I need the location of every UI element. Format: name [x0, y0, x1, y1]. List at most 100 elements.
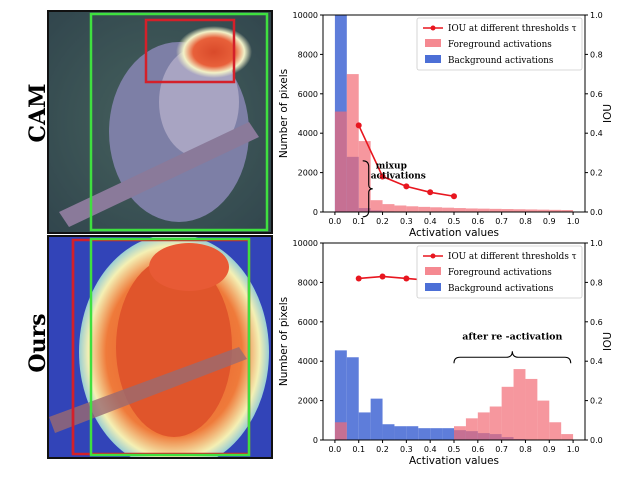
reactivation-brace — [453, 351, 572, 364]
annotation-reactivation: after re -activation — [462, 331, 562, 342]
x-tick-label: 0.6 — [471, 217, 484, 226]
x-tick-label: 0.2 — [376, 217, 389, 226]
y-tick-label: 6000 — [298, 318, 318, 327]
foreground-bar — [346, 74, 359, 212]
foreground-bar — [513, 369, 526, 440]
y-tick-label: 10000 — [293, 11, 318, 20]
cam-bird-image — [49, 12, 271, 232]
mixup-brace — [362, 160, 373, 218]
foreground-bar — [501, 386, 514, 440]
iou-point — [403, 275, 410, 282]
x-tick-label: 0.7 — [495, 217, 508, 226]
y-tick-label: 8000 — [298, 278, 318, 287]
annotation-mixup-line2: activations — [371, 171, 426, 181]
y-tick-label: 4000 — [298, 129, 318, 138]
y-tick-label: 6000 — [298, 90, 318, 99]
foreground-bar — [513, 209, 526, 212]
foreground-bar — [477, 412, 490, 440]
iou-point — [403, 183, 410, 190]
legend-box — [416, 245, 583, 299]
background-bar — [382, 424, 395, 440]
y-tick-label: 0 — [313, 208, 318, 217]
chart-ours: 0.0 0.1 0.2 0.3 0.4 0.5 0.6 0.7 0.8 0.9 1.0 0 2000 40… — [278, 239, 614, 467]
x-tick-label: 0.1 — [352, 217, 365, 226]
foreground-bar — [561, 434, 574, 440]
y-right-tick-label: 1.0 — [590, 11, 603, 20]
background-bar — [394, 426, 407, 440]
foreground-bar — [549, 209, 562, 212]
background-bar — [418, 428, 431, 440]
y-tick-label: 8000 — [298, 50, 318, 59]
ours-gt-box — [89, 237, 251, 457]
legend-iou-label: IOU at different thresholds τ — [448, 24, 577, 34]
foreground-bar — [394, 205, 407, 212]
foreground-bar — [465, 418, 478, 440]
foreground-bar — [382, 204, 395, 212]
background-bar — [406, 426, 419, 440]
foreground-bar — [477, 208, 490, 212]
x-tick-label: 0.9 — [543, 217, 556, 226]
x-tick-label: 1.0 — [567, 217, 580, 226]
foreground-bar — [442, 207, 454, 212]
foreground-bar — [537, 209, 550, 212]
y-right-tick-label: 0.2 — [590, 169, 603, 178]
iou-point — [427, 189, 434, 196]
legend-foreground-swatch — [425, 39, 441, 47]
x-tick-label: 0.0 — [329, 217, 342, 226]
y-axis-label: Number of pixels — [278, 69, 290, 158]
y-tick-label: 0 — [313, 436, 318, 445]
x-tick-label: 0.3 — [400, 445, 413, 454]
foreground-bar — [406, 206, 419, 212]
iou-point — [379, 273, 386, 280]
foreground-bar — [501, 209, 514, 212]
y-right-tick-label: 0.2 — [590, 397, 603, 406]
background-bar — [346, 357, 359, 440]
y-tick-label: 4000 — [298, 357, 318, 366]
x-tick-label: 0.2 — [376, 445, 389, 454]
x-tick-label: 0.1 — [352, 445, 365, 454]
foreground-bar — [489, 406, 502, 440]
x-tick-label: 0.5 — [448, 217, 461, 226]
background-bar — [430, 428, 443, 440]
y-right-tick-label: 1.0 — [590, 239, 603, 248]
x-tick-label: 0.3 — [400, 217, 413, 226]
foreground-bar — [418, 206, 431, 212]
cam-gt-box — [89, 12, 269, 232]
x-axis-label: Activation values — [409, 227, 499, 239]
x-tick-label: 1.0 — [567, 445, 580, 454]
foreground-bar — [334, 111, 347, 212]
y-right-tick-label: 0.0 — [590, 436, 603, 445]
background-bar — [334, 350, 347, 440]
x-tick-label: 0.5 — [448, 445, 461, 454]
x-tick-label: 0.9 — [543, 445, 556, 454]
y-right-tick-label: 0.0 — [590, 208, 603, 217]
x-tick-label: 0.8 — [519, 445, 532, 454]
legend-box — [416, 17, 583, 71]
legend-foreground-label: Foreground activations — [448, 268, 552, 278]
iou-point — [355, 275, 362, 282]
x-tick-label: 0.4 — [424, 217, 437, 226]
y-tick-label: 2000 — [298, 169, 318, 178]
y-right-tick-label: 0.6 — [590, 90, 603, 99]
foreground-bar — [561, 210, 574, 212]
legend-background-swatch — [425, 55, 441, 63]
foreground-bar — [525, 209, 538, 212]
ours-image-panel — [47, 235, 273, 459]
foreground-bar — [489, 208, 502, 212]
chart-cam: 0.0 0.1 0.2 0.3 0.4 0.5 0.6 0.7 0.8 0.9 1.0 0 2000 40… — [278, 11, 614, 239]
x-tick-label: 0.6 — [471, 445, 484, 454]
cam-pred-box — [144, 18, 236, 84]
foreground-bar — [537, 400, 550, 440]
y-tick-label: 2000 — [298, 397, 318, 406]
y-right-tick-label: 0.4 — [590, 357, 603, 366]
foreground-bar — [454, 208, 466, 212]
y-right-tick-label: 0.8 — [590, 50, 603, 59]
legend-foreground-label: Foreground activations — [448, 40, 552, 50]
y-axis-label: Number of pixels — [278, 297, 290, 386]
x-tick-label: 0.4 — [424, 445, 437, 454]
foreground-bar — [370, 200, 383, 212]
foreground-bar — [454, 426, 466, 440]
x-tick-label: 0.7 — [495, 445, 508, 454]
foreground-bar — [430, 207, 443, 212]
